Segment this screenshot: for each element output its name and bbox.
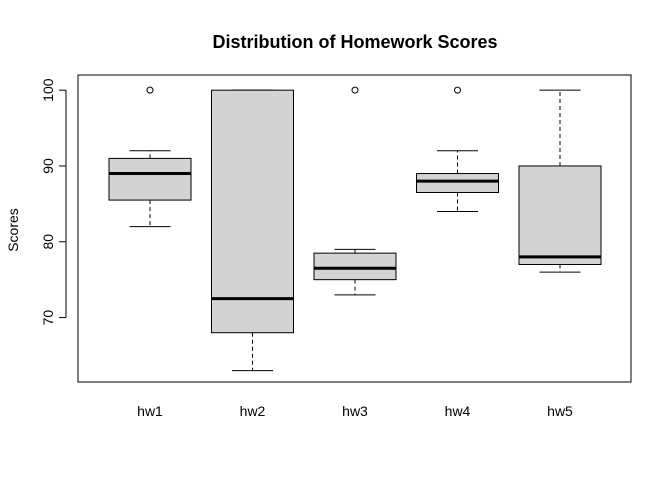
y-axis-label: Scores	[5, 208, 21, 252]
x-tick-label: hw2	[240, 403, 266, 419]
box-hw1	[108, 86, 192, 228]
y-tick-label: 70	[40, 310, 56, 326]
box-hw5	[518, 89, 602, 273]
x-axis: hw1 hw2 hw3 hw4 hw5	[137, 403, 573, 419]
outlier-point	[146, 86, 154, 94]
iqr-box	[211, 89, 294, 334]
iqr-box	[313, 252, 397, 281]
x-tick-label: hw5	[547, 403, 573, 419]
x-tick-label: hw3	[342, 403, 368, 419]
plot-frame	[77, 74, 632, 383]
y-tick-label: 80	[40, 234, 56, 250]
boxes-layer	[108, 86, 602, 372]
x-tick-label: hw1	[137, 403, 163, 419]
outlier-point	[351, 86, 359, 94]
iqr-box	[416, 173, 499, 193]
box-hw3	[313, 86, 397, 296]
outlier-point	[454, 86, 461, 94]
x-tick-label: hw4	[445, 403, 471, 419]
y-axis: 70 80 90 100	[40, 78, 67, 326]
iqr-box	[518, 165, 602, 266]
chart-title: Distribution of Homework Scores	[212, 32, 497, 52]
box-hw4	[416, 86, 499, 212]
y-tick-label: 90	[40, 158, 56, 174]
y-tick-label: 100	[40, 78, 56, 102]
iqr-box	[108, 157, 192, 201]
box-hw2	[211, 89, 294, 372]
